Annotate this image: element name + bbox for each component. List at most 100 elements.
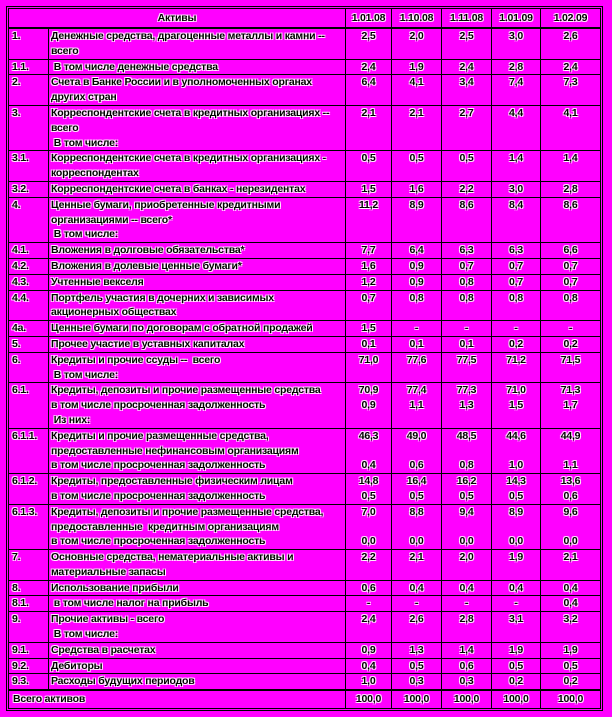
table-row: 4.1. Вложения в долговые обязательства* 7,…	[8, 242, 602, 259]
row-value-cell: 2,4	[441, 58, 493, 76]
row-value-cell: 9,4 0,0	[441, 503, 493, 551]
row-value-cell: 1,9	[391, 58, 443, 76]
row-description-cell: Ценные бумаги по договорам с обратной пр…	[47, 320, 347, 337]
row-value-cell: 1,0	[345, 673, 393, 691]
cell-line: в том числе просроченная задолженность	[51, 399, 266, 412]
cell-line: 0,7	[459, 259, 474, 272]
row-value-cell: -	[491, 595, 542, 613]
row-number-cell: 6.1.2.	[8, 473, 49, 505]
row-value-cell: 46,3 0,4	[345, 427, 393, 475]
cell-line: 7,3	[563, 76, 578, 89]
cell-line: Денежные средства, драгоценные металлы и…	[51, 30, 325, 42]
cell-line: Ценные бумаги по договорам с обратной пр…	[51, 322, 313, 335]
cell-line	[492, 121, 540, 136]
cell-line: Кредиты, депозиты и прочие размещенные с…	[51, 384, 321, 397]
cell-line: в том числе налог на прибыль	[51, 597, 209, 610]
cell-line: 0,0	[459, 535, 474, 548]
cell-line: 1,5	[361, 182, 376, 195]
date-column-header: 1.10.08	[391, 8, 443, 29]
row-value-cell: 2,6	[540, 27, 602, 60]
cell-line: Кредиты, депозиты и прочие размещенные с…	[51, 505, 324, 518]
header-row: Активы 1.01.08 1.10.08 1.11.08 1.01.09 1…	[7, 8, 602, 29]
row-value-cell: 7,4	[491, 74, 542, 106]
cell-line: 6,3	[509, 244, 524, 257]
cell-line: 49,0	[406, 429, 427, 442]
table-row: 3.2. Корреспондентские счета в банках - н…	[8, 180, 602, 198]
row-description-cell: Основные средства, нематериальные активы…	[47, 549, 347, 581]
cell-line: 0,2	[563, 675, 578, 688]
cell-line	[541, 166, 600, 181]
cell-line	[541, 213, 600, 228]
cell-line	[392, 305, 441, 320]
row-value-cell: 0,4	[391, 579, 443, 597]
cell-line: 2,8	[509, 60, 524, 73]
cell-line: 4,4	[509, 106, 524, 119]
row-number-cell: 5.	[8, 335, 49, 353]
cell-line	[442, 227, 491, 242]
cell-line: 5.	[12, 337, 21, 350]
row-value-cell: 0,7	[491, 273, 542, 291]
cell-line: 4.	[12, 198, 21, 211]
cell-line	[392, 90, 441, 105]
row-description-cell: Кредиты, депозиты и прочие размещенные с…	[47, 382, 347, 429]
row-description-cell: Корреспондентские счета в банках - нерез…	[47, 180, 347, 198]
row-value-cell: 2,6	[391, 611, 443, 643]
cell-line: В том числе:	[51, 228, 119, 241]
cell-line: 0,5	[361, 489, 376, 502]
row-number-cell: 9.	[8, 611, 49, 643]
cell-line	[541, 227, 600, 242]
cell-line: 1,1	[409, 399, 424, 412]
row-description-cell: Корреспондентские счета в кредитных орга…	[47, 104, 347, 152]
cell-line: 1,5	[509, 399, 524, 412]
cell-line	[442, 368, 491, 383]
row-value-cell: 14,3 0,5	[491, 473, 542, 505]
cell-line	[346, 444, 391, 459]
row-value-cell: 8,9	[391, 196, 443, 244]
row-value-cell: 71,0	[345, 351, 393, 384]
cell-line: 0,2	[509, 675, 524, 688]
cell-line: 1,9	[409, 60, 424, 73]
cell-line: 77,6	[406, 353, 427, 366]
row-value-cell: 6,4	[391, 242, 443, 259]
cell-line: 9.2.	[12, 659, 29, 672]
cell-line: -	[414, 597, 419, 610]
cell-line	[492, 368, 540, 383]
cell-line: корреспондентах	[51, 167, 139, 180]
cell-line	[392, 227, 441, 242]
cell-line: 0,6	[409, 459, 424, 472]
row-value-cell: 8,4	[491, 196, 542, 244]
row-value-cell: 1,4	[441, 641, 493, 659]
cell-line: 3,0	[509, 182, 524, 195]
row-value-cell: 0,5	[345, 150, 393, 182]
cell-line	[541, 565, 600, 580]
row-value-cell: 7,7	[345, 242, 393, 259]
row-value-cell: 8,9 0,0	[491, 503, 542, 551]
cell-line	[442, 44, 491, 59]
cell-line: 0,5	[409, 659, 424, 672]
cell-line: 0,6	[361, 581, 376, 594]
cell-line: -	[514, 322, 518, 335]
cell-line: 16,4	[406, 475, 427, 488]
cell-line: всего	[51, 44, 79, 57]
row-value-cell: 48,5 0,8	[441, 427, 493, 475]
cell-line: 6.1.	[12, 384, 29, 397]
table-row: 6.1.2. Кредиты, предоставленные физически…	[8, 473, 602, 505]
cell-line: 0,5	[459, 489, 474, 502]
table-row: 8.1. в том числе налог на прибыль - - - - 0,4	[8, 595, 602, 613]
row-value-cell: 0,2	[491, 335, 542, 353]
table-row: 1. Денежные средства, драгоценные металлы…	[8, 27, 602, 60]
cell-line	[346, 305, 391, 320]
cell-line: 7.	[12, 551, 21, 564]
cell-line: 16,2	[456, 475, 477, 488]
cell-line: В том числе:	[51, 136, 119, 149]
cell-line: 2,6	[409, 613, 424, 626]
table-row: 4а. Ценные бумаги по договорам с обратной…	[8, 320, 602, 337]
cell-line: 0,5	[361, 152, 376, 165]
cell-line: 8,6	[563, 198, 578, 211]
cell-line: 1,5	[361, 322, 376, 335]
row-value-cell: 0,2	[540, 335, 602, 353]
cell-line: 3,2	[563, 613, 578, 626]
row-value-cell: 2,4	[345, 58, 393, 76]
cell-line: 1,3	[459, 399, 474, 412]
